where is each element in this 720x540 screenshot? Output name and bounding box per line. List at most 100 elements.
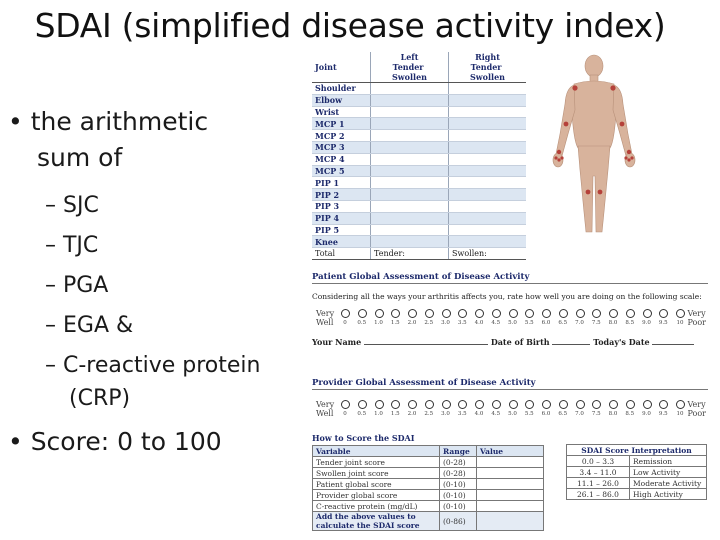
todays-date-line[interactable] (652, 344, 695, 345)
sdai-interpretation-table: SDAI Score Interpretation 0.0 – 3.3 Remis… (566, 444, 707, 500)
right-joint-cell[interactable] (448, 141, 526, 154)
provider-scale-option[interactable] (542, 400, 551, 409)
right-joint-cell[interactable] (448, 129, 526, 142)
patient-scale-option[interactable] (625, 309, 635, 318)
patient-scale-option[interactable] (391, 309, 401, 318)
right-joint-cell[interactable] (448, 106, 526, 119)
value-cell[interactable] (476, 478, 544, 490)
provider-scale-option[interactable] (508, 400, 518, 409)
left-joint-cell[interactable] (370, 94, 449, 107)
provider-scale-option[interactable] (391, 400, 401, 409)
joint-row: PIP 1 (312, 176, 526, 190)
provider-scale-option[interactable] (575, 400, 585, 409)
left-joint-cell[interactable] (370, 153, 449, 166)
provider-scale-option[interactable] (408, 400, 417, 409)
joint-row: PIP 4 (312, 212, 526, 225)
joint-row: MCP 5 (312, 165, 526, 178)
patient-scale-option[interactable] (592, 309, 602, 318)
provider-scale-option[interactable] (592, 400, 602, 409)
value-cell[interactable] (476, 456, 544, 468)
patient-scale-option[interactable] (575, 309, 585, 318)
provider-scale-tick-label: 6.0 (541, 411, 551, 417)
left-joint-cell[interactable] (370, 200, 449, 213)
patient-scale-option[interactable] (609, 309, 618, 318)
provider-global-assessment: Provider Global Assessment of Disease Ac… (312, 378, 708, 422)
joint-label: PIP 4 (312, 212, 371, 225)
right-joint-cell[interactable] (448, 235, 526, 249)
patient-scale-left-label: Very Well (316, 309, 334, 327)
provider-scale-option[interactable] (475, 400, 484, 409)
patient-scale-option[interactable] (676, 309, 685, 318)
patient-scale-option[interactable] (441, 309, 451, 318)
patient-scale-option[interactable] (491, 309, 501, 318)
value-cell[interactable] (476, 511, 544, 531)
right-joint-cell[interactable] (448, 200, 526, 213)
right-joint-cell[interactable] (448, 165, 526, 178)
left-joint-cell[interactable] (370, 129, 449, 142)
left-joint-cell[interactable] (370, 212, 449, 225)
patient-scale-option[interactable] (408, 309, 417, 318)
joint-row: Elbow (312, 94, 526, 107)
patient-scale-option[interactable] (475, 309, 484, 318)
joint-row: MCP 3 (312, 141, 526, 154)
sub-bullet-crp-line1: – C-reactive protein (45, 353, 261, 378)
patient-scale-option[interactable] (458, 309, 468, 318)
patient-scale-option[interactable] (357, 309, 367, 318)
right-joint-cell[interactable] (448, 94, 526, 107)
right-joint-cell[interactable] (448, 176, 526, 190)
left-joint-cell[interactable] (370, 188, 449, 201)
patient-scale-tick-label: 3.5 (457, 320, 467, 326)
left-joint-cell[interactable] (370, 106, 449, 119)
provider-scale-option[interactable] (374, 400, 384, 409)
left-label: Left (400, 52, 419, 62)
patient-scale-option[interactable] (525, 309, 535, 318)
patient-scale-option[interactable] (424, 309, 434, 318)
right-joint-cell[interactable] (448, 153, 526, 166)
value-cell[interactable] (476, 500, 544, 512)
left-joint-cell[interactable] (370, 117, 449, 131)
left-joint-cell[interactable] (370, 224, 449, 237)
value-cell[interactable] (476, 467, 544, 479)
dob-line[interactable] (552, 344, 591, 345)
provider-scale-option[interactable] (642, 400, 652, 409)
value-cell[interactable] (476, 489, 544, 501)
left-joint-cell[interactable] (370, 82, 449, 95)
joint-label: Shoulder (312, 82, 371, 95)
right-joint-cell[interactable] (448, 82, 526, 95)
provider-scale-option[interactable] (441, 400, 451, 409)
provider-scale-option[interactable] (659, 400, 669, 409)
provider-scale-option[interactable] (424, 400, 434, 409)
range-value: (0-10) (439, 500, 477, 512)
provider-scale-option[interactable] (676, 400, 685, 409)
range-value: (0-10) (439, 478, 477, 490)
right-joint-cell[interactable] (448, 188, 526, 201)
patient-scale-option[interactable] (659, 309, 669, 318)
left-joint-cell[interactable] (370, 141, 449, 154)
patient-scale-option[interactable] (642, 309, 652, 318)
patient-scale-option[interactable] (341, 309, 350, 318)
patient-scale-option[interactable] (542, 309, 551, 318)
provider-scale-tick-label: 3.5 (457, 411, 467, 417)
score-variable-row: Tender joint score (0-28) (312, 456, 544, 468)
right-joint-cell[interactable] (448, 212, 526, 225)
provider-scale-option[interactable] (357, 400, 367, 409)
left-joint-cell[interactable] (370, 165, 449, 178)
provider-scale-option[interactable] (609, 400, 618, 409)
left-joint-cell[interactable] (370, 235, 449, 249)
poor-text: Poor (687, 409, 706, 418)
patient-scale-option[interactable] (558, 309, 568, 318)
patient-scale-tick-label: 2.5 (424, 320, 434, 326)
provider-scale-option[interactable] (458, 400, 468, 409)
bullet-score: • Score: 0 to 100 (8, 427, 222, 456)
provider-scale-option[interactable] (625, 400, 635, 409)
your-name-line[interactable] (364, 344, 489, 345)
left-joint-cell[interactable] (370, 176, 449, 190)
provider-scale-option[interactable] (491, 400, 501, 409)
provider-scale-option[interactable] (341, 400, 350, 409)
patient-scale-option[interactable] (508, 309, 518, 318)
patient-scale-option[interactable] (374, 309, 384, 318)
provider-scale-option[interactable] (558, 400, 568, 409)
right-joint-cell[interactable] (448, 224, 526, 237)
provider-scale-option[interactable] (525, 400, 535, 409)
right-joint-cell[interactable] (448, 117, 526, 131)
